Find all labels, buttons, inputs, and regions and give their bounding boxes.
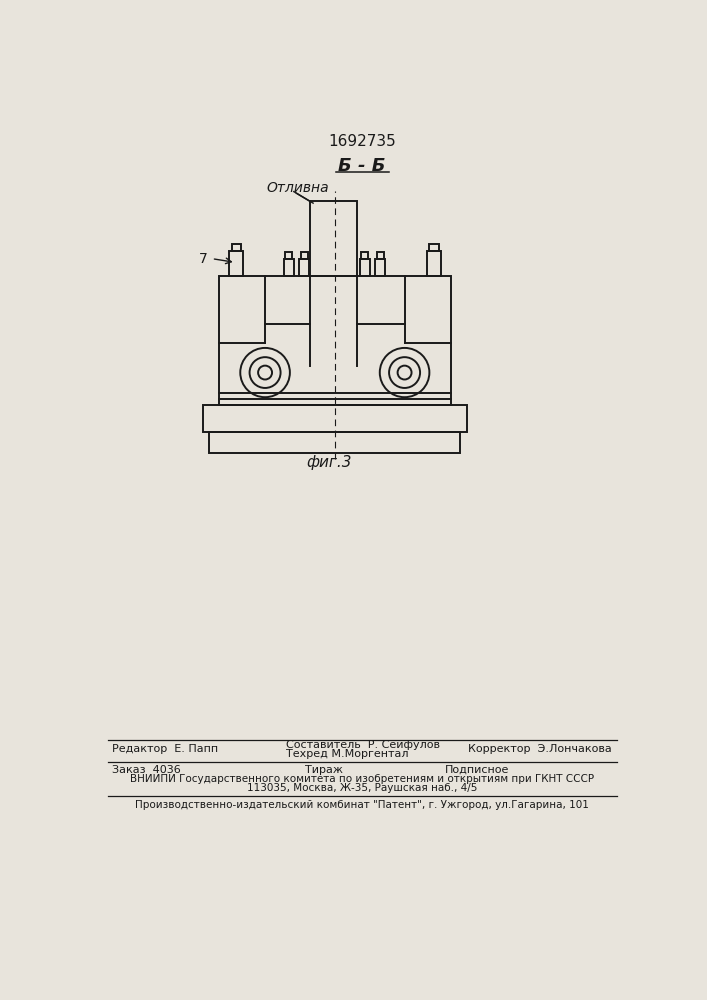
Text: Производственно-издательский комбинат "Патент", г. Ужгород, ул.Гагарина, 101: Производственно-издательский комбинат "П…	[135, 800, 589, 810]
Text: Техред М.Моргентал: Техред М.Моргентал	[286, 749, 409, 759]
Bar	[360, 259, 370, 276]
Bar	[361, 252, 368, 259]
Bar	[232, 244, 241, 251]
Bar	[429, 244, 438, 251]
Bar	[427, 251, 441, 276]
Bar	[300, 252, 308, 259]
Text: Корректор  Э.Лончакова: Корректор Э.Лончакова	[468, 744, 612, 754]
Bar	[218, 276, 451, 405]
Text: ВНИИПИ Государственного комитета по изобретениям и открытиям при ГКНТ СССР: ВНИИПИ Государственного комитета по изоб…	[130, 774, 594, 784]
Text: Тираж: Тираж	[305, 765, 344, 775]
Text: 7: 7	[199, 252, 207, 266]
Bar	[284, 259, 293, 276]
Bar	[203, 405, 467, 432]
Text: Б - Б: Б - Б	[338, 157, 386, 175]
Text: Заказ  4036: Заказ 4036	[112, 765, 180, 775]
Bar	[209, 432, 460, 453]
Bar	[310, 201, 356, 276]
Text: Составитель  Р. Сейфулов: Составитель Р. Сейфулов	[286, 740, 440, 750]
Bar	[230, 251, 243, 276]
Text: Отливна: Отливна	[267, 181, 329, 195]
Bar	[299, 259, 309, 276]
Text: Редактор  Е. Папп: Редактор Е. Папп	[112, 744, 218, 754]
Text: Подписное: Подписное	[445, 765, 509, 775]
Bar	[285, 252, 292, 259]
Bar	[375, 259, 385, 276]
Text: фиг.3: фиг.3	[306, 455, 351, 470]
Text: 1692735: 1692735	[328, 134, 396, 149]
Text: 113035, Москва, Ж-35, Раушская наб., 4/5: 113035, Москва, Ж-35, Раушская наб., 4/5	[247, 783, 477, 793]
Bar	[377, 252, 384, 259]
